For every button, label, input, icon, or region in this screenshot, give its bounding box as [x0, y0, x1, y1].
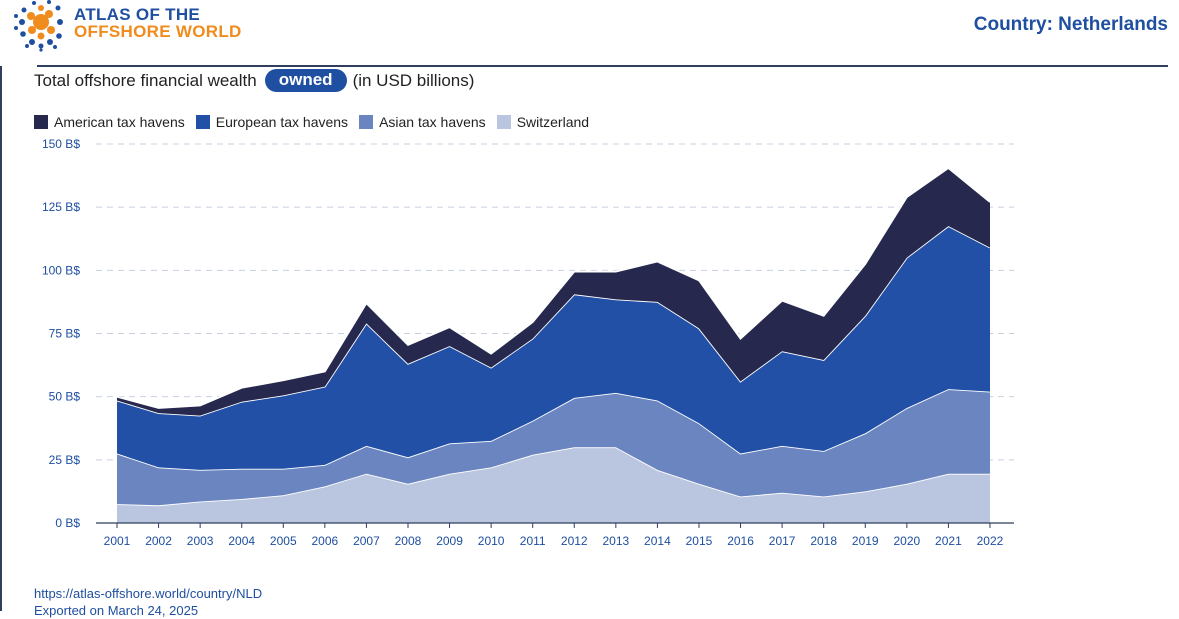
point-american-2002[interactable]: [156, 405, 162, 411]
source-url-link[interactable]: https://atlas-offshore.world/country/NLD: [34, 586, 263, 601]
logo-line-2: OFFSHORE WORLD: [74, 22, 242, 41]
x-tick-label: 2017: [769, 534, 796, 548]
y-tick-label: 0 B$: [55, 516, 80, 530]
x-tick-label: 2007: [353, 534, 380, 548]
point-american-2020[interactable]: [904, 194, 910, 200]
x-tick-label: 2002: [145, 534, 172, 548]
legend-item-european[interactable]: European tax havens: [195, 114, 349, 130]
legend-swatch-european: [195, 115, 210, 129]
stacked-area-chart: 0 B$ 25 B$ 50 B$ 75 B$ 100 B$ 125 B$ 150 B$ 200…: [42, 137, 1014, 548]
point-american-2008[interactable]: [405, 342, 411, 348]
x-tick-label: 2004: [228, 534, 255, 548]
y-tick-label: 150 B$: [42, 137, 80, 151]
area-asian[interactable]: [117, 389, 990, 506]
legend-label-american: American tax havens: [54, 114, 185, 130]
legend-label-asian: Asian tax havens: [379, 114, 486, 130]
point-american-2009[interactable]: [447, 324, 453, 330]
point-american-2010[interactable]: [488, 351, 494, 357]
owned-toggle-pill[interactable]: owned: [264, 69, 347, 92]
legend-label-switzerland: Switzerland: [516, 114, 590, 130]
legend-item-asian[interactable]: Asian tax havens: [359, 114, 486, 130]
point-american-2007[interactable]: [363, 300, 369, 306]
area-switzerland[interactable]: [117, 447, 990, 523]
point-american-2004[interactable]: [239, 385, 245, 391]
x-tick-label: 2015: [686, 534, 713, 548]
point-american-2005[interactable]: [280, 377, 286, 383]
point-american-2016[interactable]: [738, 336, 744, 342]
point-american-2018[interactable]: [821, 313, 827, 319]
legend-item-american[interactable]: American tax havens: [34, 114, 185, 130]
point-american-2011[interactable]: [530, 319, 536, 325]
header-divider: [37, 65, 1168, 67]
legend-swatch-switzerland: [496, 115, 511, 129]
x-tick-label: 2009: [436, 534, 463, 548]
legend-label-european: European tax havens: [215, 114, 349, 130]
point-american-2019[interactable]: [862, 261, 868, 267]
x-tick-label: 2012: [561, 534, 588, 548]
x-tick-label: 2001: [104, 534, 131, 548]
logo-wordmark: ATLAS OF THE OFFSHORE WORLD: [74, 6, 242, 40]
y-tick-label: 125 B$: [42, 200, 80, 214]
point-american-2015[interactable]: [696, 277, 702, 283]
x-tick-label: 2011: [520, 534, 546, 548]
y-tick-label: 25 B$: [49, 453, 81, 467]
x-tick-label: 2010: [478, 534, 505, 548]
x-tick-label: 2013: [602, 534, 629, 548]
point-american-2017[interactable]: [779, 298, 785, 304]
x-tick-label: 2021: [935, 534, 962, 548]
chart-subtitle: Total offshore financial wealth owned (i…: [34, 69, 474, 92]
y-tick-label: 75 B$: [49, 327, 81, 341]
x-tick-label: 2008: [395, 534, 422, 548]
x-tick-label: 2016: [727, 534, 754, 548]
area-european[interactable]: [117, 226, 990, 470]
x-tick-label: 2022: [977, 534, 1004, 548]
subtitle-prefix: Total offshore financial wealth: [34, 70, 257, 90]
x-tick-label: 2014: [644, 534, 671, 548]
point-american-2012[interactable]: [571, 269, 577, 275]
point-american-2014[interactable]: [654, 259, 660, 265]
point-american-2021[interactable]: [945, 165, 951, 171]
legend-swatch-american: [34, 115, 48, 129]
legend-swatch-asian: [359, 115, 374, 129]
area-american[interactable]: [117, 168, 990, 416]
subtitle-suffix: (in USD billions): [352, 70, 475, 90]
chart-legend: American tax havens European tax havens …: [34, 114, 600, 130]
legend-item-switzerland[interactable]: Switzerland: [496, 114, 590, 130]
x-tick-label: 2018: [810, 534, 837, 548]
x-tick-label: 2020: [893, 534, 920, 548]
left-border: [0, 66, 2, 611]
country-label: Country: Netherlands: [973, 14, 1168, 35]
x-tick-label: 2019: [852, 534, 879, 548]
point-american-2006[interactable]: [322, 368, 328, 374]
footer: https://atlas-offshore.world/country/NLD…: [34, 585, 262, 619]
point-american-2001[interactable]: [114, 394, 120, 400]
point-american-2022[interactable]: [987, 199, 993, 205]
point-american-2013[interactable]: [613, 269, 619, 275]
x-tick-label: 2006: [311, 534, 338, 548]
point-american-2003[interactable]: [197, 403, 203, 409]
x-tick-label: 2005: [270, 534, 297, 548]
y-tick-label: 50 B$: [49, 390, 81, 404]
header: ATLAS OF THE OFFSHORE WORLD Country: Net…: [0, 0, 1179, 66]
logo-line-1: ATLAS OF THE: [74, 5, 201, 24]
y-tick-label: 100 B$: [42, 263, 80, 277]
area-edge-american: [116, 166, 991, 409]
x-tick-label: 2003: [187, 534, 214, 548]
atlas-logo-icon: [14, 0, 63, 52]
